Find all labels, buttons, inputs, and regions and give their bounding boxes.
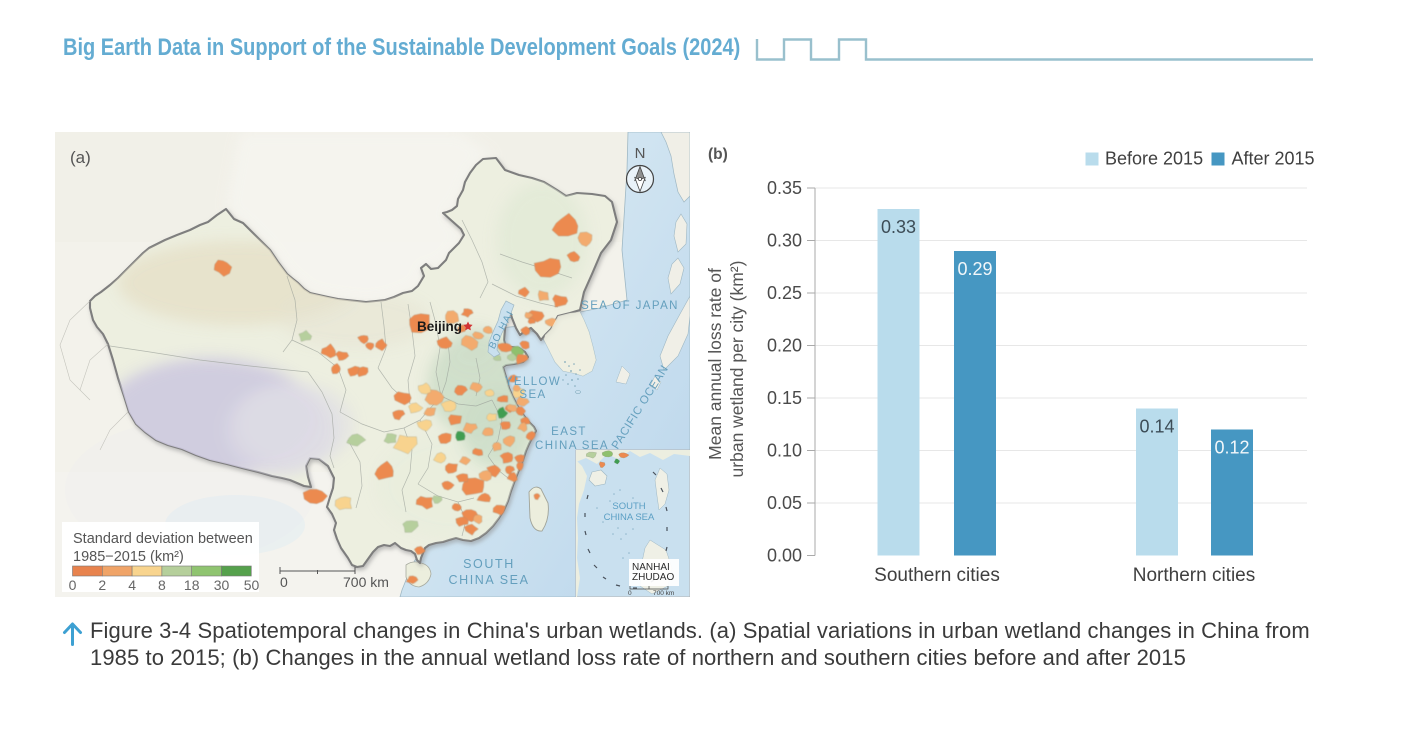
svg-text:30: 30 xyxy=(214,577,230,593)
svg-text:50: 50 xyxy=(244,577,260,593)
svg-text:1985−2015 (km²): 1985−2015 (km²) xyxy=(73,549,184,565)
svg-text:(a): (a) xyxy=(70,148,91,167)
svg-text:Mean annual loss rate of: Mean annual loss rate of xyxy=(705,268,725,460)
svg-text:After 2015: After 2015 xyxy=(1232,149,1315,169)
svg-text:CHINA SEA: CHINA SEA xyxy=(604,512,655,523)
svg-text:YELLOW: YELLOW xyxy=(505,376,561,388)
svg-text:2: 2 xyxy=(98,577,106,593)
svg-text:SEA OF JAPAN: SEA OF JAPAN xyxy=(581,300,679,312)
svg-text:EAST: EAST xyxy=(551,426,587,438)
svg-text:SOUTH: SOUTH xyxy=(612,501,645,512)
svg-text:Northern cities: Northern cities xyxy=(1133,565,1256,586)
svg-text:0.29: 0.29 xyxy=(957,259,992,279)
svg-text:(b): (b) xyxy=(708,146,728,163)
svg-text:CHINA SEA: CHINA SEA xyxy=(535,440,609,452)
svg-text:0: 0 xyxy=(69,577,77,593)
svg-text:N: N xyxy=(635,145,646,162)
svg-text:Standard deviation between: Standard deviation between xyxy=(73,531,253,547)
svg-text:SEA: SEA xyxy=(519,389,546,401)
svg-text:urban wetland per city (km²): urban wetland per city (km²) xyxy=(727,261,747,478)
svg-text:18: 18 xyxy=(184,577,200,593)
svg-text:CHINA SEA: CHINA SEA xyxy=(448,573,529,587)
svg-text:Southern cities: Southern cities xyxy=(874,565,1000,586)
svg-text:0: 0 xyxy=(628,590,632,597)
svg-text:0.35: 0.35 xyxy=(767,178,802,198)
svg-text:Beijing: Beijing xyxy=(417,319,462,334)
svg-text:700 km: 700 km xyxy=(343,574,389,590)
svg-text:0.25: 0.25 xyxy=(767,283,802,303)
svg-text:0.20: 0.20 xyxy=(767,336,802,356)
svg-text:NANHAI: NANHAI xyxy=(632,562,670,573)
svg-text:700 km: 700 km xyxy=(653,590,674,597)
svg-text:0.14: 0.14 xyxy=(1139,417,1174,437)
svg-text:0.15: 0.15 xyxy=(767,388,802,408)
svg-text:0.05: 0.05 xyxy=(767,493,802,513)
svg-text:8: 8 xyxy=(158,577,166,593)
svg-text:0.00: 0.00 xyxy=(767,546,802,566)
svg-text:0.30: 0.30 xyxy=(767,231,802,251)
svg-text:Before 2015: Before 2015 xyxy=(1105,149,1203,169)
svg-text:SOUTH: SOUTH xyxy=(463,557,515,571)
svg-text:0.33: 0.33 xyxy=(881,217,916,237)
svg-text:ZHUDAO: ZHUDAO xyxy=(632,572,674,583)
svg-text:4: 4 xyxy=(128,577,136,593)
svg-text:0.10: 0.10 xyxy=(767,441,802,461)
svg-text:0: 0 xyxy=(280,574,288,590)
svg-text:0.12: 0.12 xyxy=(1214,438,1249,458)
